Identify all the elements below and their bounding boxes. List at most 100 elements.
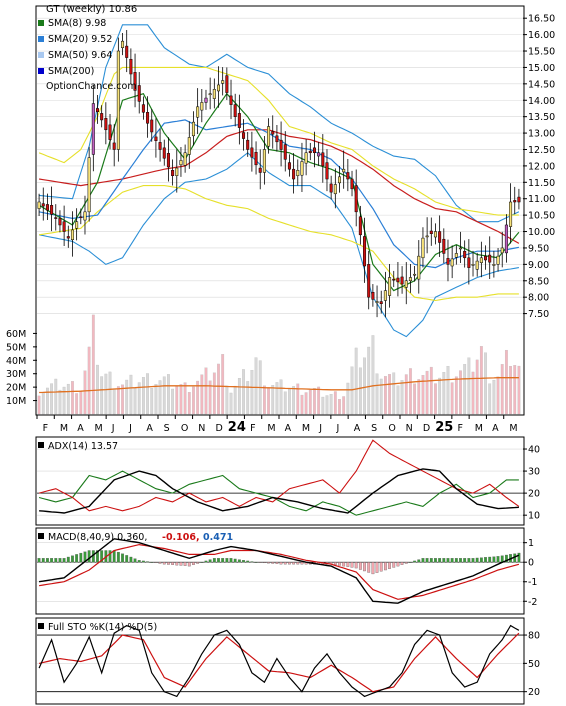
adx-legend-swatch bbox=[38, 442, 44, 448]
macd-histogram-bar bbox=[121, 553, 124, 563]
candle-body bbox=[242, 132, 246, 139]
macd-histogram-bar bbox=[237, 559, 241, 563]
macd-histogram-bar bbox=[392, 562, 396, 568]
volume-bar bbox=[454, 376, 458, 415]
candle-body bbox=[175, 167, 179, 176]
macd-histogram-bar bbox=[262, 562, 266, 564]
candle-body bbox=[292, 168, 296, 180]
macd-histogram-bar bbox=[492, 556, 496, 563]
macd-histogram-bar bbox=[229, 558, 233, 563]
volume-bar bbox=[208, 380, 212, 415]
candle-body bbox=[262, 149, 266, 173]
macd-histogram-bar bbox=[434, 558, 437, 563]
price-y-tick-label: 11.50 bbox=[528, 178, 555, 189]
candle-body bbox=[196, 106, 200, 118]
candle-body bbox=[400, 276, 404, 285]
macd-histogram-bar bbox=[388, 562, 391, 569]
volume-y-axis: 10M 20M 30M 40M 50M 60M bbox=[6, 329, 37, 407]
macd-histogram-bar bbox=[96, 550, 99, 563]
month-label: M bbox=[60, 423, 68, 434]
macd-histogram-bar bbox=[100, 550, 104, 563]
macd-panel-frame bbox=[35, 527, 525, 615]
candle-body bbox=[212, 89, 216, 99]
volume-bar bbox=[421, 375, 425, 415]
volume-bar bbox=[141, 377, 145, 415]
macd-histogram-bar bbox=[367, 562, 371, 573]
candle-body bbox=[333, 184, 337, 195]
bollinger-upper-line bbox=[39, 24, 520, 223]
candle-body bbox=[283, 144, 287, 160]
macd-histogram-bar bbox=[46, 558, 49, 563]
volume-bar bbox=[179, 384, 183, 415]
candle-body bbox=[250, 147, 254, 158]
volume-bar bbox=[308, 389, 312, 415]
volume-bar bbox=[321, 396, 325, 415]
candle-body bbox=[66, 236, 70, 239]
volume-bar bbox=[254, 357, 258, 415]
macd-histogram-bar bbox=[125, 555, 129, 563]
candle-body bbox=[112, 142, 116, 150]
volume-bar bbox=[463, 364, 467, 415]
macd-histogram-bar bbox=[475, 557, 479, 563]
candle-body bbox=[62, 221, 66, 232]
candle-body bbox=[133, 72, 137, 91]
candle-body bbox=[125, 45, 129, 58]
candle-body bbox=[346, 172, 350, 180]
candle-body bbox=[50, 205, 54, 215]
macd-y-axis: 1 0 -1 -2 bbox=[523, 538, 537, 608]
macd-histogram-bar bbox=[300, 562, 304, 565]
volume-bar bbox=[304, 392, 308, 415]
volume-bar bbox=[396, 385, 400, 415]
macd-y-tick-label: -1 bbox=[528, 577, 537, 588]
stochastic-lines bbox=[38, 624, 520, 698]
candle-body bbox=[329, 183, 333, 193]
macd-histogram-bar bbox=[50, 558, 54, 563]
adx-panel: 10 20 30 40 ADX(14) 13.57 bbox=[35, 436, 540, 526]
price-y-tick-label: 15.50 bbox=[528, 47, 555, 58]
macd-histogram-bar bbox=[354, 562, 358, 569]
legend-label-sma50: SMA(50) 9.64 bbox=[48, 50, 112, 61]
volume-bar bbox=[87, 346, 91, 415]
volume-bar bbox=[112, 388, 116, 415]
month-label: D bbox=[216, 423, 223, 434]
macd-histogram-bar bbox=[79, 552, 83, 563]
volume-bar bbox=[383, 376, 387, 415]
volume-bar bbox=[267, 388, 270, 415]
macd-histogram-bar bbox=[271, 562, 275, 564]
volume-bar bbox=[246, 381, 250, 415]
candle-body bbox=[363, 236, 367, 267]
volume-bar bbox=[283, 391, 287, 415]
macd-histogram-bar bbox=[58, 558, 62, 563]
candle-body bbox=[304, 152, 308, 164]
month-label: F bbox=[458, 423, 463, 434]
volume-bar bbox=[400, 380, 404, 415]
volume-bar bbox=[446, 366, 450, 415]
macd-histogram-bar bbox=[517, 552, 521, 563]
volume-bar bbox=[116, 386, 120, 415]
macd-histogram-bar bbox=[196, 562, 200, 564]
candle-body bbox=[104, 118, 108, 131]
volume-bar bbox=[129, 374, 133, 415]
volume-bar bbox=[404, 374, 408, 415]
legend-swatch-sma50 bbox=[38, 52, 44, 58]
candle-body bbox=[484, 255, 488, 261]
candle-body bbox=[488, 254, 492, 263]
month-label: S bbox=[164, 423, 170, 434]
volume-bar bbox=[288, 388, 291, 415]
macd-histogram-bar bbox=[162, 562, 166, 565]
macd-histogram-bar bbox=[154, 562, 158, 564]
adx-y-tick-label: 30 bbox=[528, 467, 540, 478]
volume-bar bbox=[488, 383, 492, 415]
candle-body bbox=[308, 150, 312, 154]
candle-body bbox=[100, 113, 104, 121]
month-label: A bbox=[285, 423, 292, 434]
macd-histogram-bar bbox=[171, 562, 175, 565]
macd-histogram-bar bbox=[75, 554, 79, 563]
macd-histogram-bar bbox=[383, 562, 387, 571]
candle-body bbox=[296, 170, 300, 176]
volume-bar bbox=[500, 364, 504, 415]
macd-histogram-bar bbox=[112, 550, 116, 563]
price-y-tick-label: 12.00 bbox=[528, 161, 555, 172]
macd-histogram-bar bbox=[484, 557, 487, 563]
volume-bar bbox=[459, 370, 462, 415]
